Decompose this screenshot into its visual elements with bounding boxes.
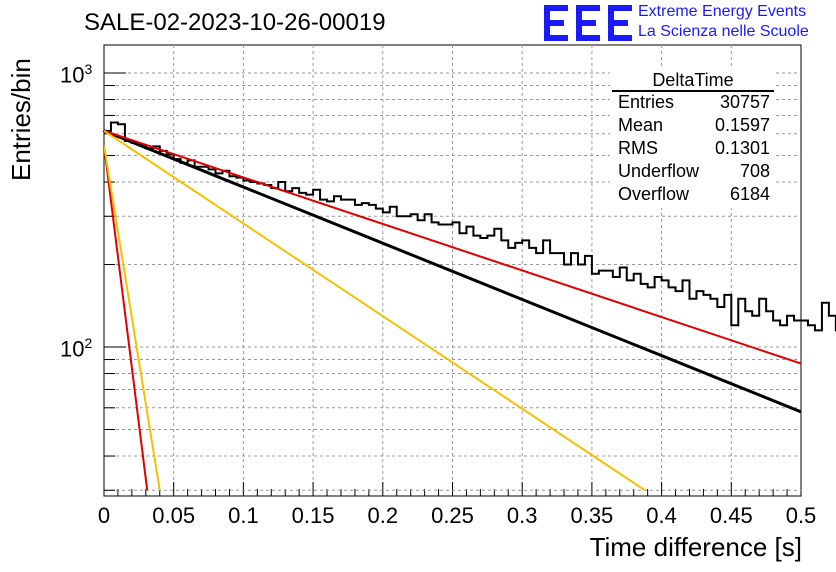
x-tick-label: 0.45 bbox=[709, 503, 753, 528]
x-tick-label: 0.5 bbox=[785, 503, 817, 528]
y-tick-label: 102 bbox=[60, 335, 93, 362]
stats-title: DeltaTime bbox=[652, 70, 734, 90]
stats-row-entries: Entries 30757 bbox=[618, 92, 770, 113]
x-tick-label: 0.1 bbox=[228, 503, 259, 528]
stats-label: Overflow bbox=[618, 184, 690, 204]
run-title: SALE-02-2023-10-26-00019 bbox=[84, 9, 386, 36]
stats-value: 6184 bbox=[729, 184, 770, 204]
eee-logo-icon bbox=[544, 5, 632, 41]
stats-row-overflow: Overflow 6184 bbox=[618, 184, 770, 205]
stats-value: 0.1597 bbox=[714, 115, 770, 135]
x-axis-label: Time difference [s] bbox=[589, 532, 802, 562]
stats-row-mean: Mean 0.1597 bbox=[618, 115, 770, 136]
x-tick-label: 0 bbox=[97, 503, 111, 528]
fit-line-1 bbox=[104, 129, 801, 365]
fit-line-2 bbox=[104, 145, 149, 491]
x-tick-label: 0.05 bbox=[152, 503, 196, 528]
y-tick-label: 103 bbox=[60, 61, 93, 88]
stats-row-underflow: Underflow 708 bbox=[618, 161, 770, 182]
stats-box: DeltaTime Entries 30757 Mean 0.1597 RMS … bbox=[610, 68, 776, 208]
fit-line-4 bbox=[104, 145, 161, 491]
stats-title-underline bbox=[612, 90, 774, 92]
x-tick-label: 0.4 bbox=[646, 503, 677, 528]
x-tick-label: 0.2 bbox=[367, 503, 399, 528]
stats-label: Mean bbox=[618, 115, 664, 135]
x-tick-label: 0.15 bbox=[291, 503, 335, 528]
stats-label: Entries bbox=[618, 92, 675, 112]
logo-line-2: La Scienza nelle Scuole bbox=[638, 23, 809, 40]
stats-value: 708 bbox=[739, 161, 770, 181]
stats-row-rms: RMS 0.1301 bbox=[618, 138, 770, 159]
stats-value: 30757 bbox=[719, 92, 770, 112]
x-tick-label: 0.35 bbox=[570, 503, 614, 528]
x-tick-label: 0.25 bbox=[431, 503, 474, 528]
y-axis-label: Entries/bin bbox=[6, 58, 36, 181]
logo-line-1: Extreme Energy Events bbox=[638, 3, 807, 20]
stats-label: Underflow bbox=[618, 161, 700, 181]
x-tick-label: 0.3 bbox=[506, 503, 538, 528]
fit-line-3 bbox=[104, 130, 646, 492]
stats-value: 0.1301 bbox=[714, 138, 770, 158]
stats-label: RMS bbox=[618, 138, 658, 158]
fit-line-0 bbox=[104, 129, 801, 414]
